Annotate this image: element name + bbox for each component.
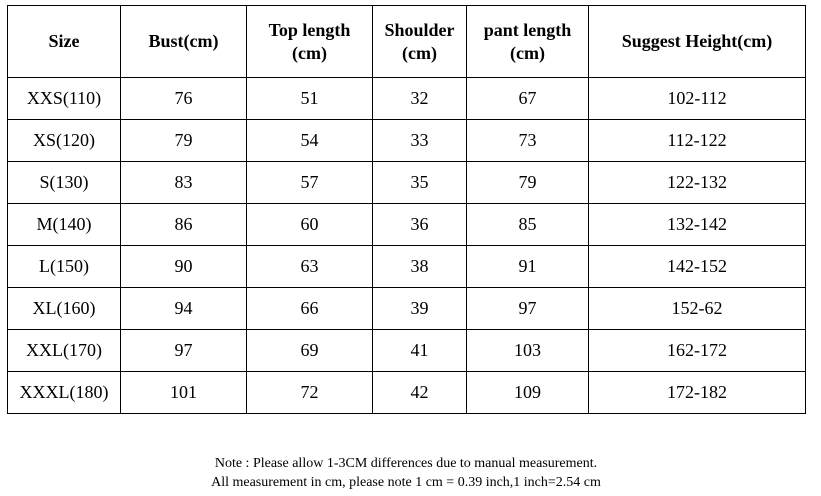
table-cell: 85: [466, 203, 589, 246]
table-cell: 91: [466, 245, 589, 288]
table-row: XXL(170) 97 69 41 103 162-172: [7, 329, 806, 372]
table-cell: 73: [466, 119, 589, 162]
table-cell: 102-112: [588, 77, 806, 120]
table-row: M(140) 86 60 36 85 132-142: [7, 203, 806, 246]
table-cell: 90: [120, 245, 247, 288]
table-cell: 79: [120, 119, 247, 162]
table-cell: XS(120): [7, 119, 121, 162]
table-cell: L(150): [7, 245, 121, 288]
table-cell: 72: [246, 371, 373, 414]
table-cell: XXS(110): [7, 77, 121, 120]
table-cell: 109: [466, 371, 589, 414]
table-cell: 97: [466, 287, 589, 330]
table-cell: 142-152: [588, 245, 806, 288]
table-cell: 63: [246, 245, 373, 288]
table-cell: S(130): [7, 161, 121, 204]
table-cell: 112-122: [588, 119, 806, 162]
header-cell: Size: [7, 5, 121, 78]
table-cell: XXXL(180): [7, 371, 121, 414]
table-cell: 33: [372, 119, 467, 162]
table-cell: 86: [120, 203, 247, 246]
header-row: Size Bust(cm) Top length (cm) Shoulder (cm)…: [7, 5, 806, 78]
note: Note : Please allow 1-3CM differences du…: [214, 456, 598, 471]
table-row: XXS(110) 76 51 32 67 102-112: [7, 77, 806, 120]
table-cell: 172-182: [588, 371, 806, 414]
table-cell: 94: [120, 287, 247, 330]
table-cell: 36: [372, 203, 467, 246]
notes: Note : Please allow 1-3CM differences du…: [0, 454, 812, 492]
header-cell: pant length (cm): [466, 5, 589, 78]
table-cell: 39: [372, 287, 467, 330]
table-cell: 41: [372, 329, 467, 372]
table-cell: XXL(170): [7, 329, 121, 372]
table-cell: 57: [246, 161, 373, 204]
table-cell: 42: [372, 371, 467, 414]
table-cell: 162-172: [588, 329, 806, 372]
table-cell: 69: [246, 329, 373, 372]
note: All measurement in cm, please note 1 cm …: [211, 475, 601, 490]
table-cell: 122-132: [588, 161, 806, 204]
table-row: XL(160) 94 66 39 97 152-62: [7, 287, 806, 330]
table-cell: 132-142: [588, 203, 806, 246]
table-cell: 66: [246, 287, 373, 330]
table-cell: 54: [246, 119, 373, 162]
table-row: L(150) 90 63 38 91 142-152: [7, 245, 806, 288]
table-cell: 67: [466, 77, 589, 120]
table-cell: 79: [466, 161, 589, 204]
table-cell: 38: [372, 245, 467, 288]
table-cell: XL(160): [7, 287, 121, 330]
table-cell: 103: [466, 329, 589, 372]
table-cell: 60: [246, 203, 373, 246]
table-cell: 97: [120, 329, 247, 372]
table-cell: 35: [372, 161, 467, 204]
table-body: XXS(110) 76 51 32 67 102-112 XS(120) 79 54 33 73 11…: [7, 77, 806, 414]
table-cell: 51: [246, 77, 373, 120]
table-cell: 32: [372, 77, 467, 120]
size-table: Size Bust(cm) Top length (cm) Shoulder (cm)…: [7, 5, 806, 414]
header-cell: Suggest Height(cm): [588, 5, 806, 78]
table-cell: 152-62: [588, 287, 806, 330]
table-row: XXXL(180) 101 72 42 109 172-182: [7, 371, 806, 414]
table-cell: M(140): [7, 203, 121, 246]
header-cell: Shoulder (cm): [372, 5, 467, 78]
table-cell: 83: [120, 161, 247, 204]
header-cell: Top length (cm): [246, 5, 373, 78]
table-row: XS(120) 79 54 33 73 112-122: [7, 119, 806, 162]
table-row: S(130) 83 57 35 79 122-132: [7, 161, 806, 204]
table-cell: 101: [120, 371, 247, 414]
header-cell: Bust(cm): [120, 5, 247, 78]
table-cell: 76: [120, 77, 247, 120]
